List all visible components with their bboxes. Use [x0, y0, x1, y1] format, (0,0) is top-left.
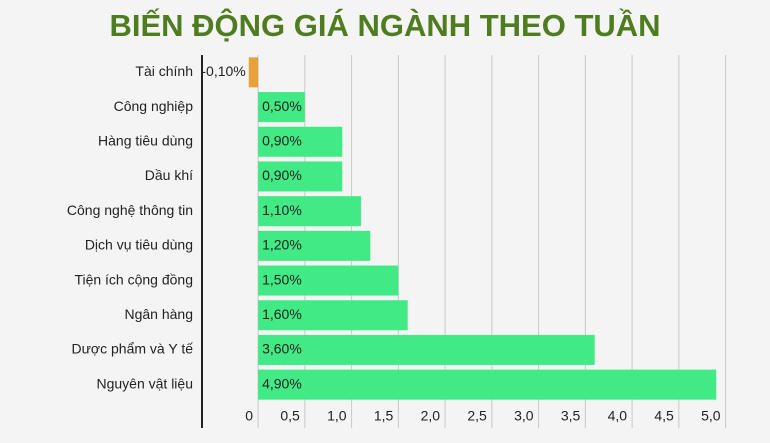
bar [258, 265, 399, 296]
bar [258, 196, 361, 227]
y-tick-label: Nguyên vật liệu [96, 375, 193, 391]
bar [258, 230, 371, 261]
x-tick-label: 2,0 [421, 408, 441, 424]
value-label: 1,10% [262, 202, 302, 218]
bar [258, 92, 305, 123]
bar [258, 161, 343, 192]
x-tick-label: 5,0 [701, 408, 721, 424]
value-label: -0,10% [201, 63, 245, 79]
x-tick-label: 4,0 [608, 408, 628, 424]
value-label: 1,60% [262, 306, 302, 322]
y-tick-label: Công nghiệp [114, 98, 194, 114]
x-tick-label: 0 [245, 408, 253, 424]
y-tick-label: Dầu khí [145, 167, 193, 183]
value-label: 0,90% [262, 167, 302, 183]
value-label: 1,20% [262, 237, 302, 253]
bar [258, 300, 408, 331]
bar [248, 57, 259, 88]
y-tick-label: Ngân hàng [124, 306, 193, 322]
y-tick-label: Dược phẩm và Y tế [71, 341, 193, 357]
x-tick-label: 3,0 [514, 408, 534, 424]
bar [258, 126, 343, 157]
bar [258, 369, 717, 400]
value-label: 3,60% [262, 341, 302, 357]
x-tick-label: 3,5 [561, 408, 581, 424]
y-tick-label: Dịch vụ tiêu dùng [85, 237, 193, 253]
x-tick-label: 0,5 [280, 408, 300, 424]
y-tick-label: Tiện ích cộng đồng [74, 271, 193, 287]
x-tick-label: 4,5 [654, 408, 674, 424]
value-label: 0,90% [262, 132, 302, 148]
x-tick-label: 1,5 [374, 408, 394, 424]
y-tick-label: Hàng tiêu dùng [98, 132, 193, 148]
y-tick-label: Tài chính [135, 63, 193, 79]
chart-title: BIẾN ĐỘNG GIÁ NGÀNH THEO TUẦN [109, 7, 660, 43]
x-tick-label: 1,0 [327, 408, 347, 424]
x-tick-label: 2,5 [467, 408, 487, 424]
value-label: 0,50% [262, 98, 302, 114]
value-label: 1,50% [262, 271, 302, 287]
bar [258, 334, 595, 365]
y-tick-label: Công nghệ thông tin [67, 202, 193, 218]
value-label: 4,90% [262, 375, 302, 391]
